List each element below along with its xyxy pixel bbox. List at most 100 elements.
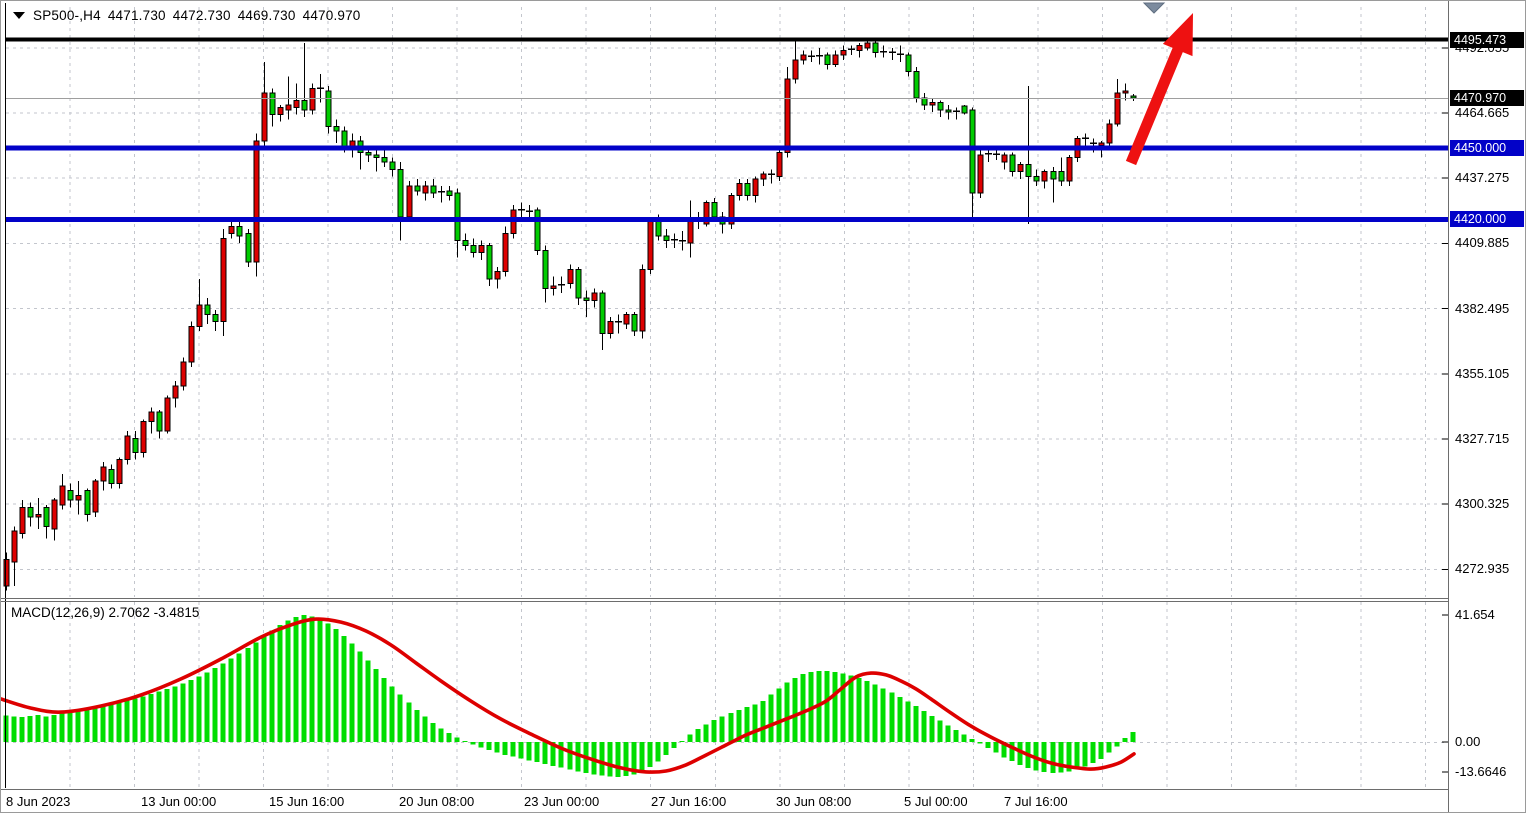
candle-up: [196, 304, 203, 327]
candle-down: [132, 437, 139, 454]
candle-up: [1114, 92, 1121, 125]
candle-up: [752, 178, 759, 197]
candle-doji: [526, 210, 533, 213]
macd-histogram-bar: [1082, 742, 1088, 767]
macd-histogram-bar: [800, 673, 806, 742]
candle-down: [744, 183, 751, 197]
candlestick-chart[interactable]: [1, 1, 1448, 789]
macd-histogram-bar: [430, 722, 436, 742]
candle-up: [1041, 171, 1048, 182]
candle-down: [389, 161, 396, 170]
macd-histogram-bar: [309, 616, 315, 742]
macd-histogram-bar: [75, 710, 81, 742]
price-tick-label: 4272.935: [1455, 561, 1510, 577]
price-tick-label: 4464.665: [1455, 105, 1510, 120]
macd-histogram-bar: [703, 724, 709, 742]
candle-up: [502, 233, 509, 273]
candle-down: [937, 102, 944, 111]
candle-doji: [317, 87, 324, 90]
macd-histogram-bar: [502, 742, 508, 755]
macd-histogram-bar: [1041, 742, 1047, 773]
candle-up: [11, 530, 18, 563]
macd-histogram-bar: [1130, 731, 1136, 742]
macd-histogram-bar: [357, 651, 363, 742]
candle-doji: [438, 190, 445, 193]
macd-histogram-bar: [921, 710, 927, 742]
macd-histogram-bar: [687, 734, 693, 742]
candle-up: [59, 485, 66, 506]
macd-histogram-bar: [462, 741, 468, 743]
macd-histogram-bar: [1058, 742, 1064, 773]
candle-up: [1017, 164, 1024, 173]
candle-up: [1001, 154, 1008, 163]
candle-down: [204, 304, 211, 316]
candle-down: [430, 185, 437, 194]
macd-histogram-bar: [486, 742, 492, 751]
macd-histogram-bar: [752, 704, 758, 742]
macd-histogram-bar: [567, 742, 573, 770]
candle-up: [92, 480, 99, 513]
macd-histogram-bar: [1106, 742, 1112, 753]
macd-tick-label: 0.00: [1455, 734, 1481, 749]
macd-histogram-bar: [148, 694, 154, 742]
macd-histogram-bar: [84, 709, 90, 742]
candle-down: [245, 233, 252, 263]
macd-histogram-bar: [1090, 742, 1096, 764]
candle-down: [108, 468, 115, 485]
candle-up: [1106, 123, 1113, 144]
support-line-4420: [6, 216, 1448, 222]
candle-down: [711, 202, 718, 218]
candle-up: [832, 54, 839, 66]
candle-up: [623, 314, 630, 325]
price-axis[interactable]: 4492.0554464.6654437.2754409.8854382.495…: [1448, 1, 1525, 812]
macd-histogram-bar: [446, 733, 452, 742]
candle-up: [687, 218, 694, 244]
open-value: 4471.730: [107, 8, 166, 23]
price-tick-label: 4437.275: [1455, 170, 1510, 186]
symbol-ohlc-line: SP500-,H4 4471.730 4472.730 4469.730 4470.97…: [13, 8, 361, 23]
candle-down: [969, 109, 976, 194]
macd-histogram-bar: [615, 742, 621, 777]
macd-histogram-bar: [719, 716, 725, 742]
macd-histogram-bar: [245, 648, 251, 742]
candle-doji: [1082, 137, 1089, 140]
macd-histogram-bar: [623, 742, 629, 777]
macd-histogram-bar: [204, 672, 210, 742]
macd-histogram-bar: [27, 716, 33, 742]
macd-histogram-bar: [478, 742, 484, 748]
candle-up: [550, 285, 557, 289]
candle-down: [872, 42, 879, 54]
resistance-line-4450: [6, 145, 1448, 151]
resistance-line-4495: [6, 37, 1448, 42]
candle-down: [1009, 154, 1016, 173]
macd-histogram-bar: [736, 709, 742, 742]
candle-up: [567, 268, 574, 285]
time-tick-label: 8 Jun 2023: [6, 794, 71, 809]
macd-histogram-bar: [744, 707, 750, 742]
candle-up: [75, 494, 82, 501]
candle-down: [236, 225, 243, 237]
time-tick-label: 5 Jul 00:00: [904, 794, 968, 809]
candle-down: [446, 190, 453, 197]
candle-up: [728, 195, 735, 225]
candle-up: [1098, 142, 1105, 147]
candle-up: [703, 202, 710, 225]
time-tick-label: 15 Jun 16:00: [269, 794, 345, 809]
candle-down: [333, 125, 340, 132]
macd-histogram-bar: [607, 742, 613, 777]
macd-histogram-bar: [1050, 742, 1056, 773]
candle-up: [1066, 156, 1073, 182]
macd-tick-label: -13.6646: [1455, 764, 1507, 779]
symbol-triangle-icon: [13, 12, 25, 19]
macd-histogram-bar: [897, 696, 903, 742]
macd-histogram-bar: [1114, 742, 1120, 747]
macd-histogram-bar: [100, 706, 106, 742]
macd-histogram-bar: [631, 742, 637, 775]
candle-doji: [897, 53, 904, 55]
candle-up: [35, 513, 42, 518]
candle-up: [51, 499, 58, 530]
macd-histogram-bar: [92, 707, 98, 742]
macd-histogram-bar: [993, 742, 999, 753]
macd-histogram-bar: [124, 700, 130, 742]
time-axis[interactable]: 8 Jun 2023 13 Jun 00:00 15 Jun 16:00 20 Jun…: [1, 789, 1448, 812]
